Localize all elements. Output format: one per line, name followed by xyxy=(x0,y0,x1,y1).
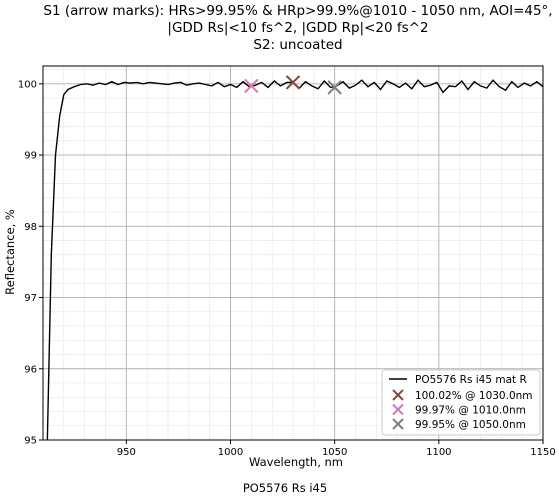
y-tick-label: 97 xyxy=(24,293,37,304)
data-marker xyxy=(244,78,259,94)
x-tick-label: 1100 xyxy=(426,447,451,458)
legend-box xyxy=(381,369,541,436)
legend-marker-swatch xyxy=(392,403,404,416)
legend-marker-swatch xyxy=(392,418,404,430)
marker-layer xyxy=(244,75,342,95)
x-tick-label: 1050 xyxy=(322,447,347,458)
y-tick-label: 99 xyxy=(24,151,37,162)
y-tick-label: 100 xyxy=(18,79,37,90)
y-tick-label: 98 xyxy=(24,222,37,233)
legend-marker-swatch xyxy=(392,389,404,401)
x-axis-label: Wavelength, nm xyxy=(249,455,343,469)
data-marker xyxy=(327,80,342,95)
legend-series-label: PO5576 Rs i45 mat R xyxy=(415,374,527,386)
x-tick-label: 1150 xyxy=(530,447,555,458)
series-layer xyxy=(46,79,543,440)
legend: PO5576 Rs i45 mat R 100.02% @ 1030.0nm 99… xyxy=(381,369,541,436)
chart-title-line-1: S1 (arrow marks): HRs>99.95% & HRp>99.9%… xyxy=(43,3,552,19)
legend-marker-label: 99.97% @ 1010.0nm xyxy=(415,405,526,417)
x-tick-label: 950 xyxy=(117,447,136,458)
y-tick-label: 95 xyxy=(24,436,37,447)
y-tick-label: 96 xyxy=(24,364,37,375)
plot-frame xyxy=(42,65,544,441)
y-axis-label: Reflectance, % xyxy=(3,209,17,295)
series-line xyxy=(46,79,543,440)
axis-ticks: 950 1000 1050 1100 1150 95 96 97 98 99 100 xyxy=(18,79,556,458)
chart-title-line-2: |GDD Rs|<10 fs^2, |GDD Rp|<20 fs^2 xyxy=(167,20,428,36)
legend-marker-label: 100.02% @ 1030.0nm xyxy=(415,390,533,402)
x-tick-label: 1000 xyxy=(218,447,243,458)
footer-caption: PO5576 Rs i45 xyxy=(243,481,327,495)
chart-title-line-3: S2: uncoated xyxy=(253,37,342,53)
data-marker xyxy=(285,75,301,90)
legend-marker-label: 99.95% @ 1050.0nm xyxy=(415,419,526,431)
